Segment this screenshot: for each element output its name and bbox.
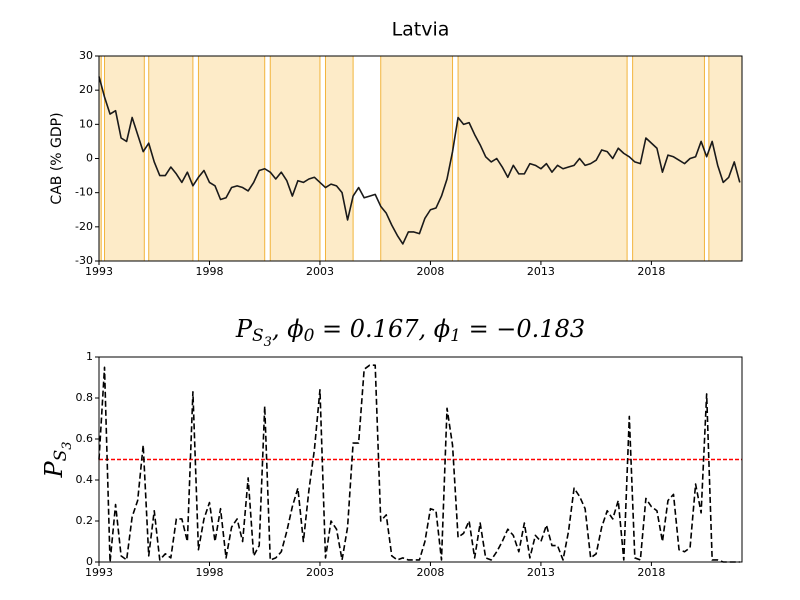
x-tick-label: 1993 xyxy=(85,265,113,278)
math-run: , ϕ xyxy=(272,315,304,343)
x-tick-label: 2018 xyxy=(637,566,665,579)
data-line xyxy=(98,76,741,245)
x-tick-label: 1998 xyxy=(195,265,223,278)
x-tick-label: 2003 xyxy=(306,265,334,278)
y-tick-label: 0.8 xyxy=(76,391,94,404)
y-tick-label: 0.6 xyxy=(76,432,94,445)
math-run: 3 xyxy=(60,441,75,449)
y-tick-label: 0.4 xyxy=(76,473,94,486)
x-tick-label: 1998 xyxy=(195,566,223,579)
y-tick-label: 10 xyxy=(79,117,93,130)
x-tick-label: 2003 xyxy=(306,566,334,579)
x-tick-label: 2008 xyxy=(416,265,444,278)
y-tick-label: -10 xyxy=(75,186,93,199)
math-run: S xyxy=(252,326,264,346)
regime-span xyxy=(632,55,705,262)
math-run: 0 xyxy=(304,326,315,346)
regime-span xyxy=(104,55,145,262)
math-run: = 0.167, ϕ xyxy=(314,315,450,343)
math-run: 1 xyxy=(450,326,461,346)
y-tick-label: 0 xyxy=(86,152,93,165)
y-axis-label: PS3 xyxy=(40,441,75,478)
y-tick-label: -30 xyxy=(75,254,93,267)
regime-span xyxy=(269,55,321,262)
x-tick-label: 2018 xyxy=(637,265,665,278)
y-tick-label: 30 xyxy=(79,49,93,62)
y-tick-label: 0.2 xyxy=(76,514,94,527)
regime-span xyxy=(197,55,266,262)
data-line xyxy=(98,364,740,563)
math-run: 3 xyxy=(264,335,272,350)
regime-span xyxy=(324,55,354,262)
math-run: = −0.183 xyxy=(461,315,585,343)
x-tick-label: 2013 xyxy=(527,265,555,278)
y-tick-label: -20 xyxy=(75,220,93,233)
y-axis-label: CAB (% GDP) xyxy=(49,112,65,204)
chart-title: Latvia xyxy=(392,19,450,41)
x-tick-label: 2013 xyxy=(527,566,555,579)
y-tick-label: 20 xyxy=(79,83,93,96)
chart-title: PS3, ϕ0 = 0.167, ϕ1 = −0.183 xyxy=(235,315,585,350)
math-run: P xyxy=(40,461,68,479)
regime-span xyxy=(380,55,454,262)
math-run: S xyxy=(51,450,71,462)
plot-frame xyxy=(98,55,743,262)
regime-span xyxy=(457,55,628,262)
y-tick-label: 0 xyxy=(86,555,93,568)
y-tick-label: 1 xyxy=(86,350,93,363)
math-run: P xyxy=(235,315,253,343)
plot-frame xyxy=(98,356,743,563)
x-tick-label: 1993 xyxy=(85,566,113,579)
x-tick-label: 2008 xyxy=(416,566,444,579)
regime-span xyxy=(148,55,194,262)
regime-span xyxy=(708,55,743,262)
